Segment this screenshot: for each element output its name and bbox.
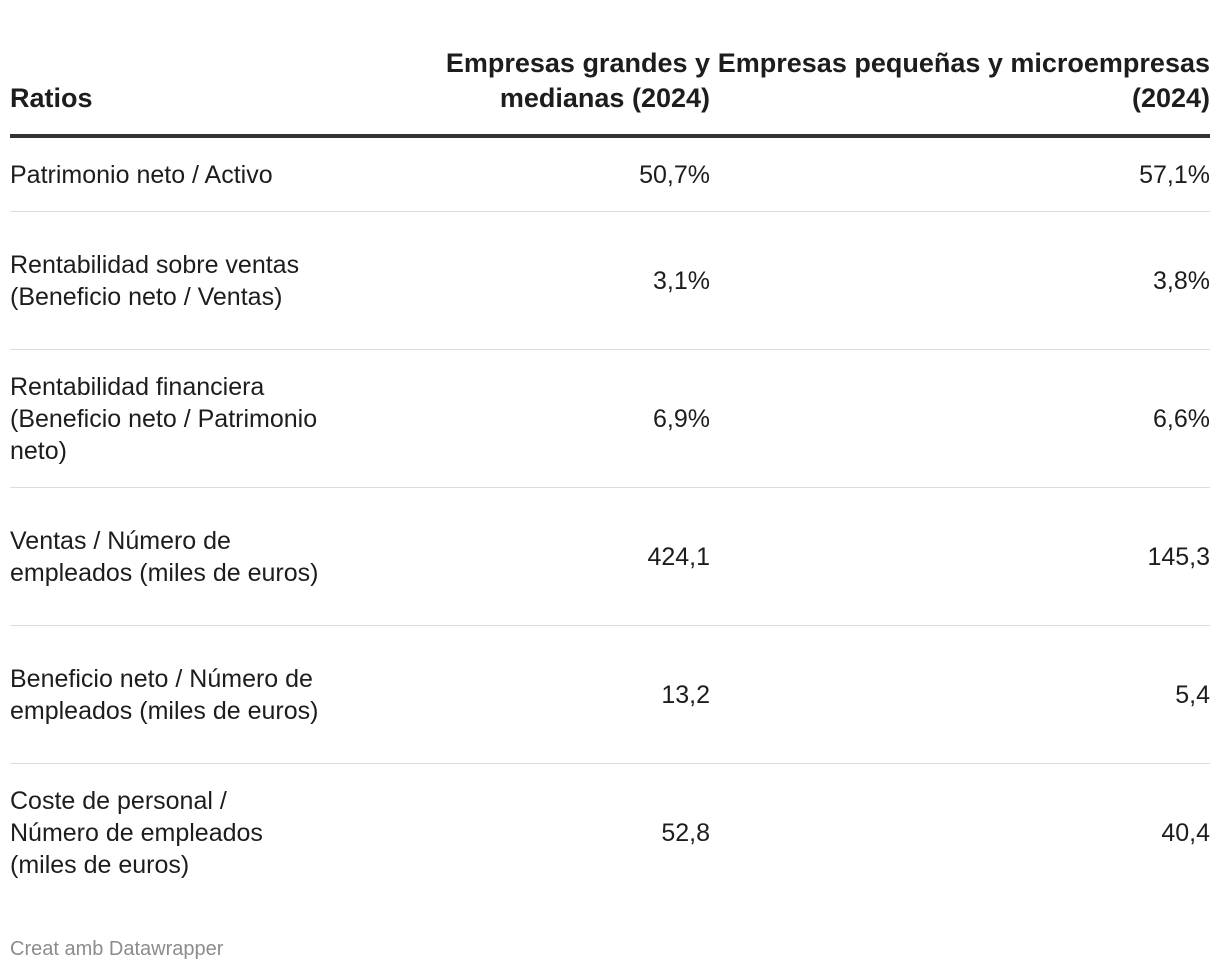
row-label: Patrimonio neto / Activo xyxy=(10,136,330,212)
table-row: Patrimonio neto / Activo 50,7% 57,1% xyxy=(10,136,1210,212)
cell-small-micro: 5,4 xyxy=(710,625,1210,764)
cell-large-medium: 50,7% xyxy=(330,136,710,212)
table-row: Beneficio neto / Número de empleados (mi… xyxy=(10,625,1210,764)
cell-small-micro: 40,4 xyxy=(1161,818,1210,847)
ratios-table-container: Ratios Empresas grandes y medianas (2024… xyxy=(10,0,1210,901)
row-label: Ventas / Número de empleados (miles de e… xyxy=(10,487,330,626)
cell-small-micro: 6,6% xyxy=(710,349,1210,488)
cell-small-micro: 3,8% xyxy=(710,211,1210,350)
cell-small-micro: 145,3 xyxy=(710,487,1210,626)
cell-large-medium: 424,1 xyxy=(330,487,710,626)
cell-large-medium: 52,8 xyxy=(661,818,710,847)
column-header-large-medium[interactable]: Empresas grandes y medianas (2024) xyxy=(330,0,710,138)
ratios-table: Ratios Empresas grandes y medianas (2024… xyxy=(10,0,1210,901)
table-header-row: Ratios Empresas grandes y medianas (2024… xyxy=(10,0,1210,138)
cell-large-medium: 6,9% xyxy=(330,349,710,488)
table-row: Coste de personal / Número de empleados … xyxy=(10,764,1210,902)
column-header-small-micro[interactable]: Empresas pequeñas y microempresas (2024) xyxy=(710,0,1210,138)
cell-large-medium: 13,2 xyxy=(330,625,710,764)
table-row: Rentabilidad sobre ventas (Beneficio net… xyxy=(10,211,1210,350)
cell-small-micro: 57,1% xyxy=(710,136,1210,212)
row-label: Rentabilidad financiera (Beneficio neto … xyxy=(10,349,330,488)
column-header-ratios[interactable]: Ratios xyxy=(10,0,330,138)
table-row: Rentabilidad financiera (Beneficio neto … xyxy=(10,349,1210,488)
cell-large-medium: 3,1% xyxy=(330,211,710,350)
row-label: Rentabilidad sobre ventas (Beneficio net… xyxy=(10,211,330,350)
row-label: Coste de personal / Número de empleados … xyxy=(10,786,263,879)
row-label: Beneficio neto / Número de empleados (mi… xyxy=(10,625,330,764)
datawrapper-credit-link[interactable]: Creat amb Datawrapper xyxy=(10,938,224,960)
table-row: Ventas / Número de empleados (miles de e… xyxy=(10,487,1210,626)
